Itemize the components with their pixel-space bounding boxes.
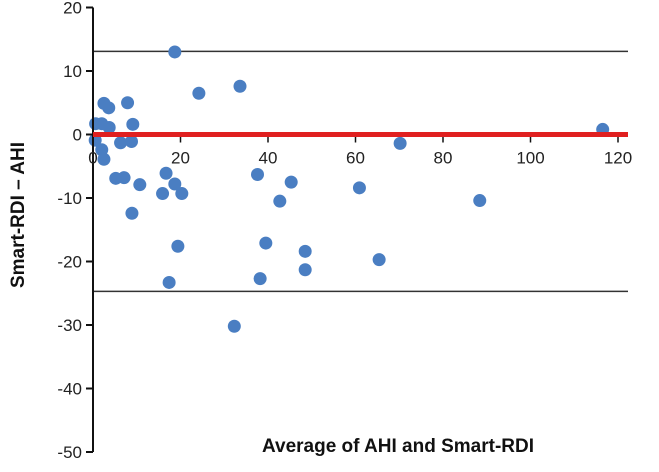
data-point bbox=[102, 121, 116, 135]
data-point bbox=[175, 187, 189, 201]
x-tick-label: 100 bbox=[516, 149, 544, 168]
data-point bbox=[168, 45, 182, 59]
y-tick-label: 20 bbox=[63, 0, 82, 18]
data-point bbox=[156, 187, 170, 201]
data-point bbox=[227, 319, 241, 333]
data-point bbox=[125, 134, 138, 148]
data-point bbox=[259, 236, 273, 250]
data-point bbox=[393, 136, 407, 150]
data-point bbox=[114, 136, 128, 150]
data-point bbox=[473, 194, 487, 208]
data-point bbox=[159, 166, 173, 180]
y-tick-label: -50 bbox=[57, 443, 82, 462]
x-axis-label: Average of AHI and Smart-RDI bbox=[262, 436, 534, 457]
data-point bbox=[273, 194, 287, 208]
data-point bbox=[352, 181, 366, 195]
data-point bbox=[233, 79, 247, 93]
data-point bbox=[251, 168, 264, 182]
data-point bbox=[121, 96, 135, 110]
data-point bbox=[372, 253, 386, 267]
data-point bbox=[298, 263, 312, 277]
data-point bbox=[168, 177, 182, 191]
x-tick-label: 0 bbox=[88, 149, 97, 168]
y-tick-label: 10 bbox=[63, 62, 82, 81]
x-tick-label: 20 bbox=[171, 149, 190, 168]
x-tick-label: 120 bbox=[604, 149, 632, 168]
y-tick-label: -30 bbox=[57, 316, 82, 335]
data-point bbox=[126, 117, 140, 131]
y-tick-label: 0 bbox=[73, 126, 82, 145]
y-axis-label: Smart-RDI – AHI bbox=[8, 142, 29, 288]
y-tick-label: -10 bbox=[57, 189, 82, 208]
data-point bbox=[133, 178, 147, 192]
data-point bbox=[253, 272, 267, 286]
data-point bbox=[171, 239, 185, 253]
y-tick-label: -20 bbox=[57, 253, 82, 272]
x-tick-label: 80 bbox=[434, 149, 453, 168]
data-point bbox=[192, 86, 206, 100]
data-point bbox=[125, 206, 139, 220]
data-point bbox=[97, 152, 111, 166]
data-point bbox=[162, 275, 176, 289]
data-point bbox=[117, 171, 131, 185]
y-tick-label: -40 bbox=[57, 380, 82, 399]
data-point bbox=[102, 101, 116, 115]
data-point bbox=[284, 175, 298, 189]
x-tick-label: 60 bbox=[346, 149, 365, 168]
x-tick-label: 40 bbox=[259, 149, 278, 168]
data-point bbox=[298, 244, 312, 258]
